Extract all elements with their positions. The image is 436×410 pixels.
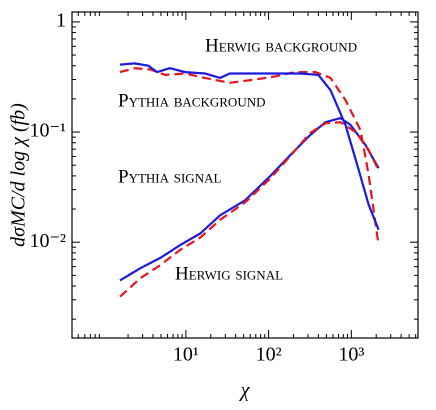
plot-frame	[71, 11, 419, 339]
y-tick-label: 10⁻¹	[29, 120, 66, 142]
series-line	[119, 62, 380, 231]
y-tick-label: 1	[56, 9, 66, 31]
x-tick-label: 10¹	[173, 344, 199, 366]
series-line	[119, 121, 380, 298]
x-axis-label: χ	[239, 380, 251, 402]
x-tick-label: 10²	[256, 344, 282, 366]
series-label: Herwig background	[205, 35, 357, 56]
y-tick-label: 10⁻²	[29, 230, 66, 252]
series-label: Pythia signal	[118, 166, 221, 187]
series-label: Herwig signal	[175, 263, 283, 284]
series-line	[119, 67, 380, 246]
y-axis-label: dσMC/d log χ (fb)	[8, 103, 30, 247]
x-tick-label: 10³	[338, 344, 364, 366]
series-line	[119, 116, 380, 282]
series-label: Pythia background	[118, 90, 265, 111]
